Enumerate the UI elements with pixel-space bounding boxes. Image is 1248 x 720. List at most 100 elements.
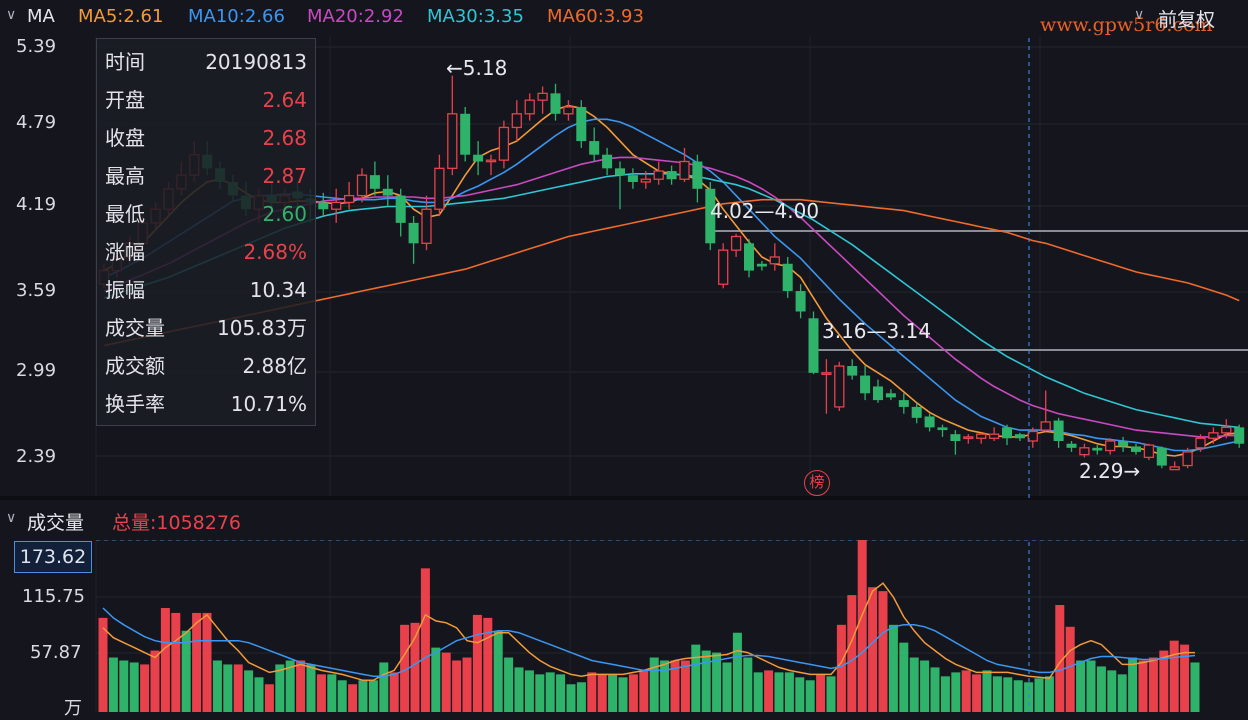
volume-bar <box>795 677 805 712</box>
price-axis-label: 4.19 <box>16 194 57 215</box>
volume-bar <box>597 674 607 712</box>
info-value: 105.83万 <box>217 316 307 340</box>
volume-bar <box>764 670 774 712</box>
info-key: 振幅 <box>105 278 145 302</box>
candle-body <box>473 154 484 162</box>
info-value: 2.88亿 <box>242 354 307 378</box>
volume-bar <box>691 644 701 712</box>
candle-body <box>692 161 703 189</box>
info-value: 10.34 <box>249 278 307 302</box>
candle-body <box>653 170 664 180</box>
volume-total: 总量:1058276 <box>112 512 242 534</box>
candle-body <box>1208 432 1219 439</box>
candle-body <box>873 386 883 401</box>
volume-bar <box>1086 660 1096 712</box>
volume-bar <box>514 667 524 712</box>
info-key: 成交量 <box>105 316 165 340</box>
vma10-line <box>102 607 1196 678</box>
volume-bar <box>1169 640 1179 712</box>
candle-body <box>627 175 638 182</box>
chevron-down-icon[interactable]: ∨ <box>1134 7 1145 23</box>
candle-body <box>1066 443 1077 448</box>
info-key: 最低 <box>105 202 145 226</box>
ranking-badge-icon[interactable]: 榜 <box>804 470 830 496</box>
candle-body <box>718 249 729 285</box>
candle-body <box>988 433 1000 439</box>
info-key: 开盘 <box>105 88 145 112</box>
volume-bar <box>368 680 378 712</box>
volume-bar <box>722 662 732 712</box>
candle-body <box>1014 434 1025 439</box>
volume-bar <box>576 682 586 712</box>
volume-bar <box>306 664 316 712</box>
volume-bar <box>1190 662 1200 712</box>
candle-body <box>1002 427 1012 439</box>
adjust-select[interactable]: 前复权 <box>1158 9 1216 31</box>
chevron-down-icon[interactable]: ∨ <box>6 7 17 23</box>
ma-indicator-header: ∨ MA MA5:2.61 MA10:2.66 MA20:2.92 MA30:3… <box>0 0 1248 36</box>
volume-bar <box>472 614 482 712</box>
ma20-value: MA20:2.92 <box>307 6 404 27</box>
price-axis-label: 2.99 <box>16 360 57 381</box>
candle-body <box>976 433 987 439</box>
volume-bar <box>275 664 285 712</box>
high-price-label: ←5.18 <box>446 56 508 80</box>
info-key: 换手率 <box>105 392 165 416</box>
info-value: 2.60 <box>262 202 307 226</box>
candle-body <box>589 141 600 155</box>
info-row: 成交量 105.83万 <box>105 309 307 347</box>
volume-bar <box>857 540 867 712</box>
candle-body <box>498 126 510 161</box>
volume-bar <box>285 660 295 712</box>
volume-bar <box>358 680 368 712</box>
candle-body <box>1131 446 1141 452</box>
candle-body <box>421 208 432 244</box>
candle-body <box>447 113 458 169</box>
volume-bar <box>743 657 753 712</box>
volume-bar <box>420 568 430 712</box>
volume-bar <box>410 622 420 712</box>
volume-bar <box>545 672 555 712</box>
volume-bar <box>712 652 722 712</box>
volume-bar <box>212 660 222 712</box>
candle-body <box>1169 466 1180 471</box>
candle-body <box>1195 437 1206 449</box>
info-value: 20190813 <box>205 50 307 74</box>
info-row: 时间 20190813 <box>105 43 307 81</box>
volume-title[interactable]: 成交量 <box>27 512 85 534</box>
candle-body <box>511 113 522 129</box>
volume-bar <box>878 591 888 712</box>
volume-bar <box>587 672 597 712</box>
watermark: www.gpw5r6.com <box>1040 14 1213 36</box>
volume-bar <box>389 672 399 712</box>
volume-bar <box>504 657 514 712</box>
indicator-select[interactable]: MA <box>27 6 55 27</box>
info-row: 最低 2.60 <box>105 195 307 233</box>
candle-body <box>679 160 690 180</box>
candle-body <box>1105 440 1116 452</box>
price-axis-label: 3.59 <box>16 280 57 301</box>
info-value: 2.68 <box>262 126 307 150</box>
info-row: 收盘 2.68 <box>105 119 307 157</box>
pane-separator <box>0 496 1248 500</box>
volume-bar <box>493 630 503 712</box>
chevron-down-icon[interactable]: ∨ <box>6 510 17 526</box>
volume-bar <box>1148 657 1158 712</box>
candle-body <box>602 154 613 169</box>
candle-body <box>331 201 342 210</box>
volume-bar <box>192 612 202 712</box>
volume-bar <box>171 612 181 712</box>
candle-body <box>885 393 896 398</box>
candle-body <box>821 372 832 375</box>
candle-body <box>485 159 497 163</box>
volume-bar <box>753 672 763 712</box>
candle-body <box>563 106 574 115</box>
candle-body <box>1027 430 1038 442</box>
candle-body <box>550 93 561 114</box>
candle-body <box>744 243 754 271</box>
info-row: 涨幅 2.68% <box>105 233 307 271</box>
volume-bar <box>337 680 347 712</box>
volume-bar <box>316 674 326 712</box>
volume-bar <box>181 630 191 712</box>
